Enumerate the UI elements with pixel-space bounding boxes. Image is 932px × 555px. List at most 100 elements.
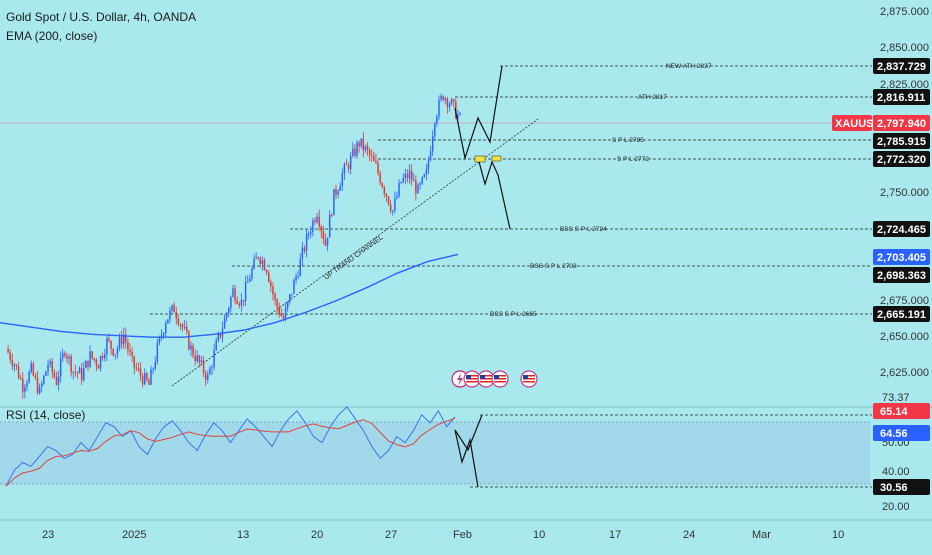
rsi-tag-box: [873, 403, 930, 419]
time-axis[interactable]: 23 2025 13 20 27 Feb 10 17 24 Mar 10: [42, 529, 844, 541]
candle-body: [40, 383, 43, 387]
candle-body: [91, 351, 93, 359]
candle-body: [423, 174, 426, 178]
candle-body: [276, 299, 278, 308]
candle-body: [34, 375, 37, 378]
price-tag-box: [873, 221, 930, 237]
candle-body: [198, 355, 201, 363]
price-axis[interactable]: 2,875.000 2,850.000 2,825.000 2,750.000 …: [880, 6, 929, 379]
candle-body: [310, 231, 312, 234]
candle-body: [249, 278, 251, 282]
level-label: BSS S P L 2703: [530, 263, 577, 270]
us-flag-icon[interactable]: [520, 370, 538, 388]
indicator-label[interactable]: EMA (200, close): [6, 29, 98, 43]
candle-body: [38, 386, 41, 394]
price-tag-box: [873, 89, 930, 105]
candle-body: [339, 185, 341, 191]
candle-body: [446, 98, 449, 107]
candle-body: [118, 337, 121, 349]
candle-body: [419, 183, 421, 185]
rsi-label[interactable]: RSI (14, close): [6, 408, 86, 422]
candle-body: [116, 348, 119, 355]
candle-body: [202, 360, 205, 374]
candle-body: [72, 371, 74, 373]
candle-body: [78, 368, 81, 374]
entry-marker[interactable]: [474, 155, 486, 163]
candle-body: [335, 188, 337, 195]
candle-body: [24, 387, 26, 392]
candle-body: [104, 354, 106, 359]
x-tick-label: 2025: [122, 529, 146, 541]
candle-body: [68, 356, 70, 359]
x-tick-label: 23: [42, 529, 54, 541]
x-tick-label: Mar: [752, 529, 771, 541]
rsi-tag-box: [873, 479, 930, 495]
level-label: NEW ATH 2837: [666, 63, 712, 70]
candle-body: [297, 275, 299, 277]
rsi-tag-level: 30.56: [880, 482, 908, 494]
candle-body: [236, 300, 238, 304]
rsi-tick-label: 40.00: [882, 466, 910, 478]
ema-line: [0, 253, 459, 338]
candle-body: [55, 377, 58, 385]
candle-body: [289, 294, 291, 302]
price-tags[interactable]: 2,837.729 2,816.911 XAUUSD 2,797.940 2,7…: [832, 58, 930, 495]
candle-body: [343, 164, 346, 174]
candle-body: [209, 368, 211, 375]
candle-body: [186, 326, 188, 332]
candle-body: [13, 364, 16, 366]
price-tag-box: [873, 115, 930, 131]
candle-body: [284, 308, 287, 320]
candle-body: [175, 312, 177, 319]
level-label: ATH 2817: [638, 94, 667, 101]
economic-events[interactable]: [451, 370, 538, 388]
candle-body: [415, 180, 417, 194]
candle-body: [440, 96, 442, 100]
candle-body: [207, 374, 209, 380]
candle-body: [171, 305, 173, 311]
candle-body: [223, 318, 226, 329]
candle-body: [373, 156, 375, 161]
candle-body: [9, 352, 11, 360]
rsi-band: [0, 422, 870, 484]
candle-body: [431, 136, 434, 152]
candle-body: [7, 348, 9, 353]
candle-body: [295, 276, 297, 281]
candle-body: [246, 281, 249, 283]
symbol-tag-box: [832, 115, 872, 131]
candle-body: [272, 286, 274, 295]
candle-body: [162, 333, 165, 336]
candle-body: [232, 288, 234, 297]
candle-body: [328, 214, 331, 238]
candle-body: [141, 375, 144, 385]
candle-body: [324, 239, 327, 246]
candle-body: [200, 360, 203, 363]
candle-body: [274, 294, 276, 300]
candle-body: [19, 378, 22, 380]
candle-body: [434, 123, 436, 137]
price-tag-l3: 2,785.915: [877, 136, 926, 148]
candle-body: [291, 293, 293, 295]
candle-body: [17, 366, 20, 379]
candle-body: [389, 204, 392, 212]
candle-body: [30, 363, 32, 372]
candle-body: [133, 356, 135, 368]
projection-bullish: [454, 65, 503, 161]
candle-body: [43, 375, 45, 384]
price-tag-l5: 2,724.465: [877, 224, 926, 236]
candle-body: [213, 350, 215, 368]
candle-body: [364, 146, 367, 151]
us-flag-icon[interactable]: [491, 370, 509, 388]
candle-body: [97, 365, 100, 369]
candle-body: [66, 355, 68, 359]
candle-body: [436, 116, 438, 124]
ema-price-tag: 2,703.405: [877, 252, 926, 264]
entry-marker-2[interactable]: [491, 155, 502, 162]
candle-body: [215, 340, 217, 351]
candle-body: [444, 98, 447, 100]
candle-body: [62, 353, 64, 359]
price-tag-box: [873, 267, 930, 283]
candle-body: [267, 272, 270, 282]
candle-body: [421, 177, 423, 184]
